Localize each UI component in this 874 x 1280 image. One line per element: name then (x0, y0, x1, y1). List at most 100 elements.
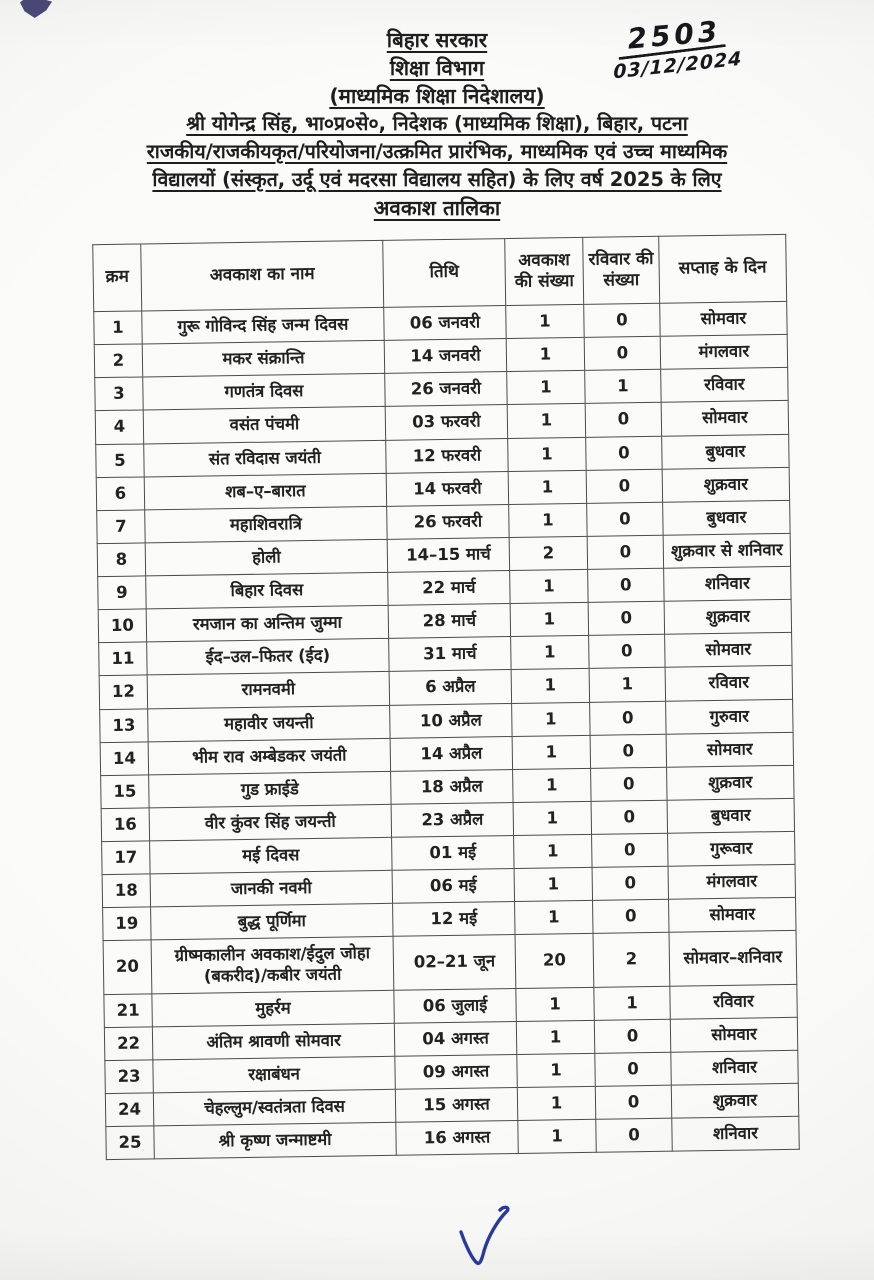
weekday-cell: सोमवार (659, 301, 788, 337)
sunday-count-cell: 0 (590, 766, 668, 802)
sunday-count-cell: 0 (595, 1085, 672, 1120)
weekday-cell: बुधवार (667, 798, 795, 834)
holiday-name-cell: मई दिवस (149, 837, 393, 875)
table-title-text: अवकाश तालिका (373, 196, 501, 220)
weekday-cell: बुधवार (662, 500, 791, 536)
holiday-count-cell: 1 (516, 1053, 596, 1088)
sunday-count-cell: 0 (587, 568, 665, 603)
serial-cell: 23 (104, 1059, 154, 1094)
holiday-count-cell: 1 (510, 602, 589, 637)
sunday-count-cell: 0 (594, 1052, 672, 1087)
serial-cell: 16 (101, 807, 150, 842)
holiday-name-cell: महाशिवरात्रि (144, 506, 388, 543)
header-government-text: बिहार सरकार (386, 28, 488, 52)
serial-cell: 5 (95, 443, 145, 478)
serial-cell: 12 (99, 675, 148, 710)
holiday-count-cell: 1 (511, 668, 590, 704)
holiday-count-cell: 1 (510, 635, 590, 670)
date-cell: 06 जनवरी (383, 305, 507, 341)
holiday-name-cell: जानकी नवमी (150, 870, 393, 908)
weekday-cell: सोमवार (661, 400, 789, 436)
date-cell: 14 जनवरी (384, 338, 507, 374)
sunday-count-cell: 1 (584, 369, 662, 404)
serial-cell: 22 (104, 1026, 153, 1061)
date-cell: 26 जनवरी (384, 371, 508, 407)
serial-cell: 18 (102, 874, 151, 908)
weekday-cell: शुक्रवार (671, 1083, 799, 1119)
date-cell: 02–21 जून (393, 934, 516, 990)
serial-cell: 13 (99, 708, 149, 743)
holiday-table-container: क्रम अवकाश का नाम तिथि अवकाश की संख्या र… (92, 234, 800, 1160)
holiday-count-cell: 2 (509, 536, 588, 571)
serial-cell: 7 (96, 509, 146, 544)
weekday-cell: शुक्रवार (662, 467, 790, 503)
holiday-name-cell: मकर संक्रान्ति (142, 340, 385, 378)
serial-cell: 1 (93, 310, 143, 345)
weekday-cell: शनिवार (663, 566, 792, 602)
serial-cell: 15 (100, 774, 150, 809)
sunday-count-cell: 0 (591, 800, 668, 835)
holiday-count-cell: 1 (514, 867, 593, 902)
sunday-count-cell: 0 (587, 535, 664, 570)
header-scope-1: राजकीय/राजकीयकृत/परियोजना/उत्क्रमित प्रा… (0, 138, 874, 166)
holiday-count-cell: 1 (514, 900, 594, 935)
date-cell: 01 मई (391, 835, 515, 871)
sunday-count-cell: 0 (589, 700, 667, 735)
col-header-weekday: सप्ताह के दिन (658, 234, 787, 304)
holiday-count-cell: 1 (515, 986, 595, 1022)
table-header-row: क्रम अवकाश का नाम तिथि अवकाश की संख्या र… (92, 234, 787, 312)
header-scope-2-text: विद्यालयों (संस्कृत, उर्दू एवं मदरसा विद… (152, 168, 722, 191)
serial-cell: 19 (102, 907, 152, 941)
holiday-count-cell: 20 (515, 933, 594, 989)
holiday-count-cell: 1 (505, 304, 585, 339)
holiday-count-cell: 1 (512, 734, 591, 770)
date-cell: 26 फरवरी (386, 504, 510, 540)
header-directorate: (माध्यमिक शिक्षा निदेशालय) (0, 82, 874, 110)
sunday-count-cell: 0 (586, 468, 663, 504)
holiday-count-cell: 1 (517, 1086, 596, 1121)
date-cell: 31 मार्च (388, 636, 512, 672)
holiday-name-cell: संत रविदास जयंती (143, 439, 387, 477)
holiday-count-cell: 1 (513, 801, 592, 836)
header-government: बिहार सरकार (0, 26, 874, 54)
sunday-count-cell: 0 (588, 634, 666, 669)
weekday-cell: शुक्रवार (664, 599, 792, 635)
serial-cell: 24 (105, 1092, 154, 1127)
date-cell: 18 अप्रैल (390, 769, 514, 805)
sunday-count-cell: 2 (593, 932, 670, 987)
holiday-name-cell: वसंत पंचमी (143, 406, 386, 444)
header-directorate-text: (माध्यमिक शिक्षा निदेशालय) (329, 84, 545, 108)
holiday-count-cell: 1 (516, 1020, 595, 1055)
holiday-name-cell: शब–ए–बारात (144, 472, 387, 510)
sunday-count-cell: 0 (590, 733, 667, 769)
holiday-count-cell: 1 (513, 834, 593, 869)
serial-cell: 14 (100, 741, 149, 776)
holiday-count-cell: 1 (512, 768, 592, 803)
sunday-count-cell: 0 (594, 1018, 671, 1054)
holiday-name-cell: चेहल्लुम/स्वतंत्रता दिवस (153, 1089, 396, 1126)
holiday-name-cell: बिहार दिवस (145, 572, 389, 610)
holiday-name-cell: रक्षाबंधन (152, 1056, 396, 1093)
date-cell: 04 अगस्त (394, 1021, 517, 1057)
serial-cell: 25 (105, 1125, 155, 1160)
sunday-count-cell: 0 (591, 833, 669, 868)
serial-cell: 2 (94, 344, 143, 378)
holiday-name-cell: होली (145, 539, 388, 576)
holiday-count-cell: 1 (507, 436, 587, 472)
serial-cell: 4 (95, 410, 144, 445)
date-cell: 12 मई (392, 901, 516, 937)
weekday-cell: सोमवार–शनिवार (669, 930, 797, 986)
holiday-name-cell: रमजान का अन्तिम जुम्मा (146, 605, 389, 643)
date-cell: 22 मार्च (387, 570, 511, 606)
weekday-cell: गुरुवार (665, 698, 794, 734)
sunday-count-cell: 0 (585, 402, 662, 437)
serial-cell: 21 (103, 993, 153, 1028)
ink-blob-icon (20, 0, 52, 18)
date-cell: 10 अप्रैल (389, 703, 513, 738)
serial-cell: 10 (98, 609, 147, 643)
weekday-cell: रविवार (660, 367, 789, 403)
sunday-count-cell: 0 (586, 502, 664, 537)
serial-cell: 17 (101, 840, 151, 875)
date-cell: 16 अगस्त (395, 1120, 519, 1156)
header-department: शिक्षा विभाग (0, 54, 874, 82)
